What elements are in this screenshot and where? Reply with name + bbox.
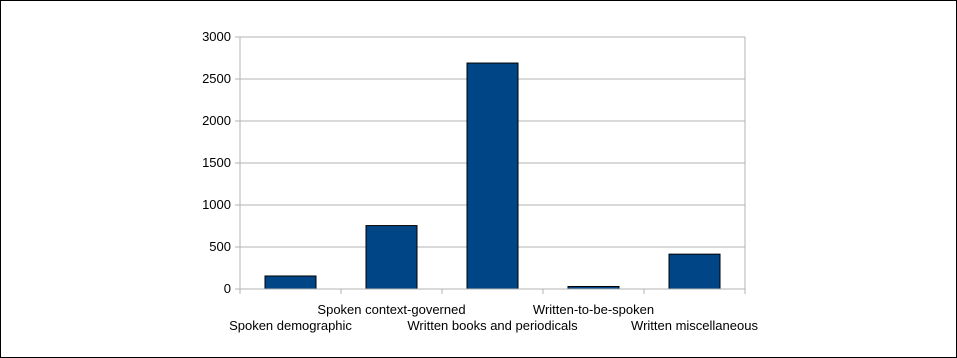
y-tick-label: 2500 xyxy=(202,71,231,86)
x-category-label: Written books and periodicals xyxy=(407,318,578,333)
y-tick-label: 0 xyxy=(224,281,231,296)
y-tick-label: 2000 xyxy=(202,113,231,128)
axes xyxy=(235,36,746,294)
y-tick-label: 1500 xyxy=(202,155,231,170)
x-category-label: Written-to-be-spoken xyxy=(533,302,654,317)
y-tick-label: 500 xyxy=(209,239,231,254)
bars xyxy=(264,62,721,290)
x-category-label: Spoken demographic xyxy=(229,318,352,333)
bar-3 xyxy=(466,62,519,290)
bar-1 xyxy=(264,275,317,290)
bar-2 xyxy=(365,225,418,290)
bar-5 xyxy=(668,253,721,290)
y-tick-label: 1000 xyxy=(202,197,231,212)
x-category-label: Spoken context-governed xyxy=(317,302,465,317)
y-tick-labels: 0 500 1000 1500 2000 2500 3000 xyxy=(202,29,231,296)
x-category-label: Written miscellaneous xyxy=(631,318,758,333)
y-tick-label: 3000 xyxy=(202,29,231,44)
